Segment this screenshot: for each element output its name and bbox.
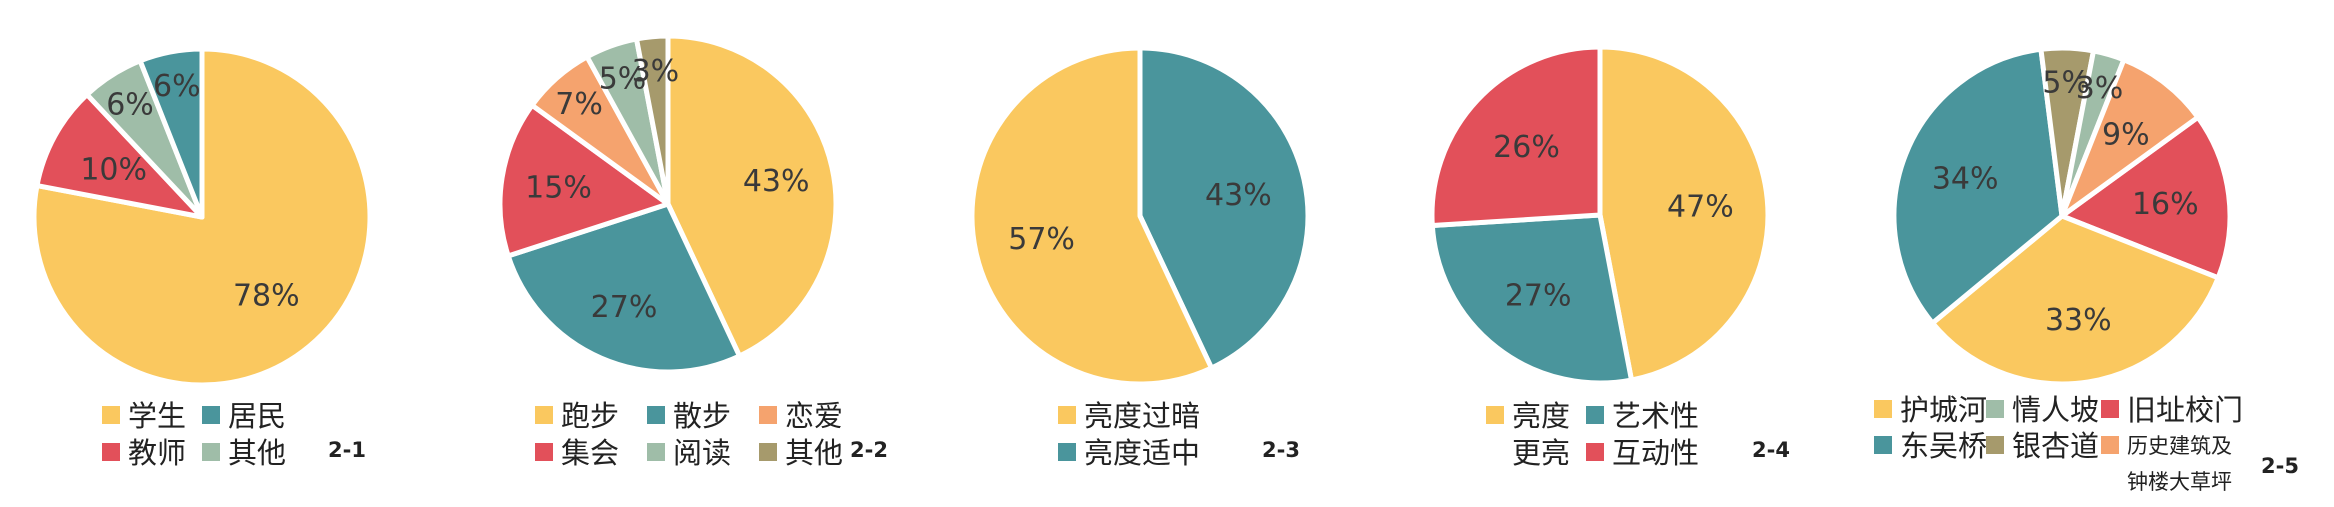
figure-tag: 2-3 xyxy=(1262,438,1300,462)
legend-label: 护城河 xyxy=(1900,393,1987,427)
pie-slice xyxy=(2059,57,2201,219)
legend-label: 集会 xyxy=(561,436,619,470)
legend-swatch xyxy=(102,406,120,424)
legend-swatch xyxy=(202,406,220,424)
pie-slice xyxy=(31,46,373,388)
legend-label: 更亮 xyxy=(1512,436,1570,470)
legend-swatch xyxy=(1874,436,1892,454)
slice-percent-label: 43% xyxy=(743,164,810,199)
legend-swatch xyxy=(1586,443,1604,461)
legend-swatch xyxy=(535,406,553,424)
legend-label: 东吴桥 xyxy=(1900,429,1987,463)
legend-label: 跑步 xyxy=(561,399,619,433)
slice-percent-label: 6% xyxy=(106,88,154,123)
pie-slice xyxy=(1597,44,1771,383)
legend-label: 亮度适中 xyxy=(1084,436,1200,470)
legend-label: 恋爱 xyxy=(785,399,843,433)
slice-percent-label: 26% xyxy=(1493,130,1560,165)
pie-slice xyxy=(1137,45,1311,371)
legend-swatch xyxy=(2101,436,2119,454)
legend-label: 旧址校门 xyxy=(2127,393,2243,427)
slice-percent-label: 33% xyxy=(2045,303,2112,338)
figure-tag: 2-4 xyxy=(1752,438,1790,462)
pie-slice xyxy=(1429,212,1634,386)
legend-swatch xyxy=(202,443,220,461)
legend-swatch xyxy=(102,443,120,461)
pie-slice xyxy=(969,45,1215,387)
pie-slice xyxy=(34,92,205,220)
slice-percent-label: 16% xyxy=(2132,187,2199,222)
slice-percent-label: 27% xyxy=(591,290,658,325)
legend-swatch xyxy=(759,406,777,424)
legend-label: 阅读 xyxy=(673,436,731,470)
legend-label: 钟楼大草坪 xyxy=(2127,470,2232,494)
legend-label: 其他 xyxy=(785,436,843,470)
legend-swatch xyxy=(1986,436,2004,454)
legend-label: 散步 xyxy=(673,399,731,433)
slice-percent-label: 34% xyxy=(1932,162,1999,197)
legend-swatch xyxy=(1586,406,1604,424)
legend-swatch xyxy=(1058,406,1076,424)
slice-percent-label: 5% xyxy=(599,62,647,97)
legend-swatch xyxy=(2101,400,2119,418)
legend-swatch xyxy=(647,443,665,461)
legend-label: 其他 xyxy=(228,436,286,470)
legend-swatch xyxy=(759,443,777,461)
slice-percent-label: 3% xyxy=(632,54,680,89)
figure-tag: 2-2 xyxy=(850,438,888,462)
legend-label: 学生 xyxy=(128,399,186,433)
legend-label: 亮度过暗 xyxy=(1084,399,1200,433)
slice-percent-label: 47% xyxy=(1667,190,1734,225)
pie-slice xyxy=(1930,213,2221,387)
legend-swatch xyxy=(535,443,553,461)
pie-slice xyxy=(634,33,671,207)
figure-tag: 2-1 xyxy=(328,438,366,462)
pie-slice xyxy=(665,33,839,359)
pie-slice xyxy=(1429,44,1603,229)
legend-label: 艺术性 xyxy=(1612,399,1699,433)
slice-percent-label: 15% xyxy=(525,171,592,206)
slice-percent-label: 27% xyxy=(1505,279,1572,314)
slice-percent-label: 10% xyxy=(80,152,147,187)
legend-label: 居民 xyxy=(228,399,286,433)
legend-swatch xyxy=(1874,400,1892,418)
legend-swatch xyxy=(647,406,665,424)
legend-label: 互动性 xyxy=(1612,436,1699,470)
slice-percent-label: 6% xyxy=(153,69,201,104)
slice-percent-label: 3% xyxy=(2076,71,2124,106)
slice-percent-label: 5% xyxy=(2042,66,2090,101)
slice-percent-label: 57% xyxy=(1008,222,1075,257)
pie-slice xyxy=(497,102,671,259)
legend-swatch xyxy=(1486,406,1504,424)
legend-label: 历史建筑及 xyxy=(2127,434,2232,458)
slice-percent-label: 43% xyxy=(1205,178,1272,213)
legend-swatch xyxy=(1058,443,1076,461)
pie-slice xyxy=(505,201,743,375)
legend-label: 情人坡 xyxy=(2012,393,2099,427)
figure-tag: 2-5 xyxy=(2261,454,2299,478)
slice-percent-label: 9% xyxy=(2102,118,2150,153)
pie-slice xyxy=(2059,114,2233,281)
legend-label: 亮度 xyxy=(1512,399,1570,433)
pie-slice xyxy=(1891,46,2065,326)
legend-swatch xyxy=(1986,400,2004,418)
legend-label: 教师 xyxy=(128,436,186,470)
slice-percent-label: 78% xyxy=(233,279,300,314)
pie-slice xyxy=(137,46,205,220)
slice-percent-label: 7% xyxy=(555,87,603,122)
legend-label: 银杏道 xyxy=(2012,429,2099,463)
